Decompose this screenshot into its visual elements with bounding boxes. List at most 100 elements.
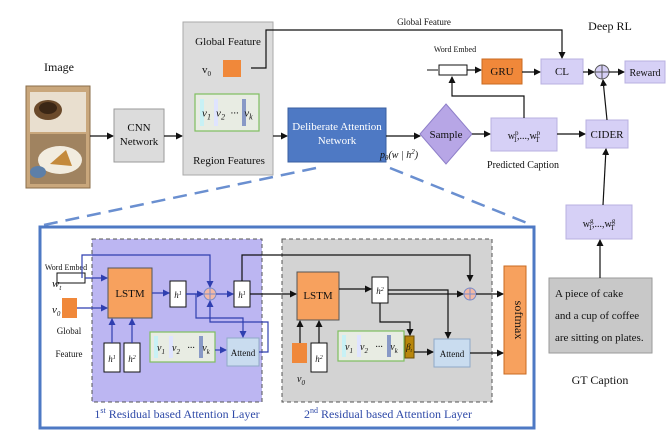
- layer1-region-panel: [149, 331, 216, 363]
- region-feature-item: v1: [157, 343, 165, 356]
- layer2-v0-label: v0: [297, 374, 305, 387]
- word-embed-box-top: [438, 64, 468, 76]
- global-feature-arrow-label: Global Feature: [397, 17, 451, 27]
- lstm1-label: LSTM: [115, 288, 145, 300]
- predicted-caption-box: [490, 117, 558, 152]
- word-wt-label: wt: [52, 278, 62, 292]
- sample-diamond: [419, 103, 473, 165]
- h2-prev-label: h2: [128, 354, 136, 364]
- region-feature-item: vk: [244, 108, 253, 122]
- cider-box: [585, 119, 629, 149]
- arrow-attend1-plus1: [206, 300, 269, 353]
- sample-label: Sample: [430, 129, 463, 141]
- region-feature-bar-0: [342, 335, 346, 357]
- deliberate-attention-label: Deliberate Attention Network: [292, 121, 382, 147]
- gt-caption-seq: wg 1,...,wg T: [583, 217, 616, 232]
- cl-box: [540, 58, 584, 85]
- region-feature-item: ···: [230, 108, 239, 120]
- layer2-label: 2nd Residual based Attention Layer: [304, 406, 472, 421]
- attend2-label: Attend: [440, 349, 465, 359]
- reward-box: [624, 60, 666, 84]
- region-feature-item: v2: [216, 108, 225, 122]
- image-label: Image: [44, 60, 74, 74]
- region-feature-bar-3: [387, 335, 391, 357]
- gt-caption-box: [548, 277, 653, 354]
- bottom-global-feature-square: [62, 298, 77, 318]
- arrow-cider-plus: [600, 79, 608, 121]
- deep-rl-label: Deep RL: [588, 19, 632, 33]
- region-feature-items: v1 v2 ··· vk: [200, 99, 253, 126]
- layer2-region-panel: [337, 330, 405, 362]
- region-feature-item: v1: [202, 108, 211, 122]
- arrow-htilde-plus2: [241, 254, 474, 282]
- cl-label: CL: [555, 66, 569, 78]
- deliberate-attention-box: [287, 107, 387, 163]
- h1-prev-label: h1: [108, 354, 116, 364]
- callout-left: [43, 166, 317, 227]
- cnn-label: CNN Network: [120, 122, 159, 148]
- layer1-label: 1st Residual based Attention Layer: [94, 406, 259, 421]
- reward-label: Reward: [629, 68, 660, 79]
- predicted-caption-label: Predicted Caption: [487, 160, 559, 171]
- softmax-label: softmax: [512, 301, 526, 340]
- region-feature-item: ···: [187, 343, 195, 354]
- attend2-box: [433, 338, 471, 368]
- gt-caption-text: A piece of cake and a cup of coffee are si…: [555, 288, 644, 344]
- bottom-v0-label: v0: [52, 304, 61, 318]
- h1-tilde-label: h1: [238, 290, 246, 300]
- layer1-region-items: v1 v2 ··· vk: [154, 336, 211, 358]
- region-feature-bar-3: [242, 99, 246, 126]
- h1-state-label: h1: [174, 290, 182, 300]
- arrow-h2-attend2: [388, 289, 452, 339]
- lstm1-box: [107, 267, 153, 319]
- region-feature-item: v1: [345, 342, 353, 355]
- h2-state-label: h2: [376, 286, 384, 296]
- arrow-predicted-embed: [448, 76, 525, 118]
- gate-box: [404, 335, 415, 359]
- region-feature-item: vk: [202, 343, 210, 356]
- layer1-region: [91, 238, 263, 403]
- gt-caption-seq-box: [565, 204, 633, 240]
- region-feature-item: v2: [172, 343, 180, 356]
- prob-label: pθ(w | h2): [379, 148, 419, 162]
- region-features-panel: [194, 93, 260, 132]
- region-feature-bar-0: [200, 99, 204, 126]
- region-feature-bar-3: [199, 336, 203, 358]
- layer2-region-items: v1 v2 ··· vk: [342, 335, 399, 357]
- word-embed-box-bottom: [56, 272, 86, 284]
- gt-caption-label: GT Caption: [572, 373, 629, 387]
- global-feature-v0: v0: [202, 64, 212, 78]
- arrow-embed-plus1: [81, 254, 214, 288]
- callout-right: [389, 166, 533, 227]
- h2-prev-label-layer2: h2: [315, 354, 323, 364]
- word-embed-label-top: Word Embed: [434, 45, 476, 54]
- region-feature-bar-1: [357, 335, 361, 357]
- gate-label: βt: [405, 342, 412, 354]
- region-feature-item: v2: [360, 342, 368, 355]
- softmax-box: [503, 265, 527, 375]
- attend1-label: Attend: [231, 348, 256, 358]
- region-feature-bar-1: [214, 99, 218, 126]
- region-feature-item: vk: [390, 342, 398, 355]
- arrow-h2-gate: [379, 303, 414, 336]
- input-image: [25, 85, 91, 189]
- global-feature-square: [223, 60, 241, 77]
- region-feature-item: ···: [375, 342, 383, 353]
- plus-node-2: [463, 287, 477, 301]
- gru-label: GRU: [490, 66, 513, 78]
- global-feature-title: Global Feature: [195, 36, 261, 48]
- arrow-gtseq-cider: [602, 148, 610, 206]
- predicted-caption-seq: wp 1,...,wp T: [508, 129, 541, 144]
- cider-label: CIDER: [591, 129, 625, 141]
- region-features-label: Region Features: [193, 155, 265, 167]
- word-embed-label-bottom: Word Embed: [45, 263, 87, 272]
- arrow-global-feature-cl: [251, 29, 566, 69]
- bottom-global-feature-label: Global Feature: [56, 326, 83, 359]
- plus-node-1: [203, 287, 217, 301]
- region-feature-bar-1: [169, 336, 173, 358]
- layer2-global-feature-square: [292, 343, 307, 363]
- reward-plus-node: [594, 64, 610, 80]
- region-feature-bar-0: [154, 336, 158, 358]
